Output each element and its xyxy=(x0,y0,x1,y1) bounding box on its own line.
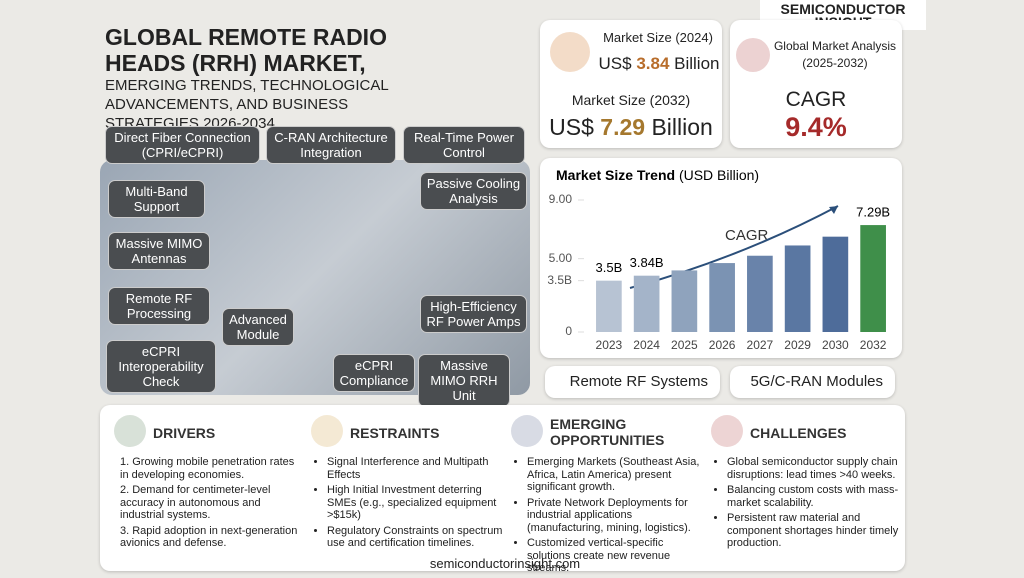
y-tick-label: 5.00 xyxy=(549,251,573,265)
annotation: CAGR xyxy=(725,227,769,244)
prefix: US$ xyxy=(598,54,632,73)
y-tick-label: 9.00 xyxy=(549,192,573,206)
feature-label: Real-Time Power Control xyxy=(403,126,525,164)
feature-label: eCPRI Interoperability Check xyxy=(106,340,216,393)
x-tick-label: 2027 xyxy=(747,338,774,352)
feature-pill: 5G/C-RAN Modules xyxy=(730,366,895,398)
arrow-head xyxy=(829,206,838,214)
section-title: DRIVERS xyxy=(153,425,216,441)
x-tick-label: 2030 xyxy=(822,338,849,352)
item: Customized vertical-specific solutions c… xyxy=(527,537,707,575)
item-list: Signal Interference and Multipath Effect… xyxy=(313,456,507,553)
x-tick-label: 2026 xyxy=(709,338,736,352)
feature-label: Massive MIMO Antennas xyxy=(108,232,210,270)
section-title: EMERGING OPPORTUNITIES xyxy=(550,416,665,448)
y-tick-label: 0 xyxy=(565,324,572,338)
chart-subtitle: (USD Billion) xyxy=(679,167,759,183)
feature-label: Remote RF Processing xyxy=(108,287,210,325)
section-icon xyxy=(511,415,543,447)
x-tick-label: 2024 xyxy=(633,338,660,352)
label: Global Market Analysis (2025-2032) xyxy=(773,39,897,70)
bar xyxy=(822,236,849,332)
bar xyxy=(671,270,698,332)
icon xyxy=(736,38,770,72)
section-title: RESTRAINTS xyxy=(350,425,440,441)
x-tick-label: 2029 xyxy=(784,338,811,352)
chart: Market Size Trend (USD Billion) CAGR 0 3.… xyxy=(547,167,890,352)
x-tick-label: 2032 xyxy=(860,338,887,352)
item-list: 1. Growing mobile penetration rates in d… xyxy=(116,456,300,553)
label: Market Size (2024) xyxy=(603,30,713,45)
chart-card: Market Size Trend (USD Billion) CAGR 0 3.… xyxy=(540,158,902,358)
item: Global semiconductor supply chain disrup… xyxy=(727,456,907,481)
unit: Billion xyxy=(674,54,720,73)
feature-label: Direct Fiber Connection (CPRI/eCPRI) xyxy=(105,126,260,164)
prefix: US$ xyxy=(549,114,594,140)
feature-label: C-RAN Architecture Integration xyxy=(266,126,396,164)
info-panel xyxy=(100,405,905,571)
item: 2. Demand for centimeter-level accuracy … xyxy=(120,484,271,521)
analysis-card: Global Market Analysis (2025-2032) CAGR … xyxy=(730,20,902,148)
amount: 3.84 xyxy=(636,54,670,73)
section-icon xyxy=(311,415,343,447)
value-label: 3.5B xyxy=(596,260,623,275)
section-title: CHALLENGES xyxy=(750,425,847,441)
value: US$ 3.84 Billion xyxy=(598,54,720,74)
x-tick-label: 2023 xyxy=(596,338,623,352)
unit: Billion xyxy=(651,114,713,140)
label: Market Size (2032) xyxy=(571,92,691,108)
value-label: 7.29B xyxy=(856,205,890,220)
icon xyxy=(550,32,590,72)
bar xyxy=(860,225,886,332)
subtitle: EMERGING TRENDS, TECHNOLOGICAL ADVANCEME… xyxy=(105,77,389,132)
feature-label: Multi-Band Support xyxy=(108,180,205,218)
item-list: Emerging Markets (Southeast Asia, Africa… xyxy=(513,456,707,578)
item: Regulatory Constraints on spectrum use a… xyxy=(327,525,507,550)
bar xyxy=(747,255,773,332)
bar xyxy=(633,275,660,332)
section-icon xyxy=(711,415,743,447)
amount: 7.29 xyxy=(600,114,646,140)
feature-label: Massive MIMO RRH Unit xyxy=(418,354,510,407)
item: High Initial Investment deterring SMEs (… xyxy=(327,484,507,522)
item: Emerging Markets (Southeast Asia, Africa… xyxy=(527,456,707,494)
feature-pill: Remote RF Systems xyxy=(545,366,720,398)
item-list: Global semiconductor supply chain disrup… xyxy=(713,456,907,553)
value-label: 3.84B xyxy=(630,255,664,270)
item: 1. Growing mobile penetration rates in d… xyxy=(120,456,295,481)
chart-title: Market Size Trend (USD Billion) xyxy=(556,167,759,183)
cagr-label: CAGR xyxy=(785,88,847,111)
item: Balancing custom costs with mass-market … xyxy=(727,484,907,509)
bar xyxy=(784,245,811,332)
bar xyxy=(596,280,622,332)
market-card: Market Size (2024) US$ 3.84 Billion Mark… xyxy=(540,20,722,148)
cagr: 9.4% xyxy=(785,112,847,142)
chart-title: Market Size Trend xyxy=(556,167,675,183)
feature-label: High-Efficiency RF Power Amps xyxy=(420,295,527,333)
header: GLOBAL REMOTE RADIO HEADS (RRH) MARKET, … xyxy=(105,24,435,133)
x-tick-label: 2025 xyxy=(671,338,698,352)
value: US$ 7.29 Billion xyxy=(540,114,722,141)
footer: semiconductorinsight.com xyxy=(429,556,581,571)
title: GLOBAL REMOTE RADIO HEADS (RRH) MARKET, xyxy=(105,24,387,76)
section-icon xyxy=(114,415,146,447)
y-tick-label: 3.5B xyxy=(547,273,572,287)
feature-label: Passive Cooling Analysis xyxy=(420,172,527,210)
feature-label: Advanced Module xyxy=(222,308,294,346)
item: Private Network Deployments for industri… xyxy=(527,497,707,535)
bar xyxy=(709,263,735,332)
feature-label: eCPRI Compliance xyxy=(333,354,415,392)
item: 3. Rapid adoption in next-generation avi… xyxy=(120,524,298,550)
item: Persistent raw material and component sh… xyxy=(727,512,907,550)
item: Signal Interference and Multipath Effect… xyxy=(327,456,507,481)
